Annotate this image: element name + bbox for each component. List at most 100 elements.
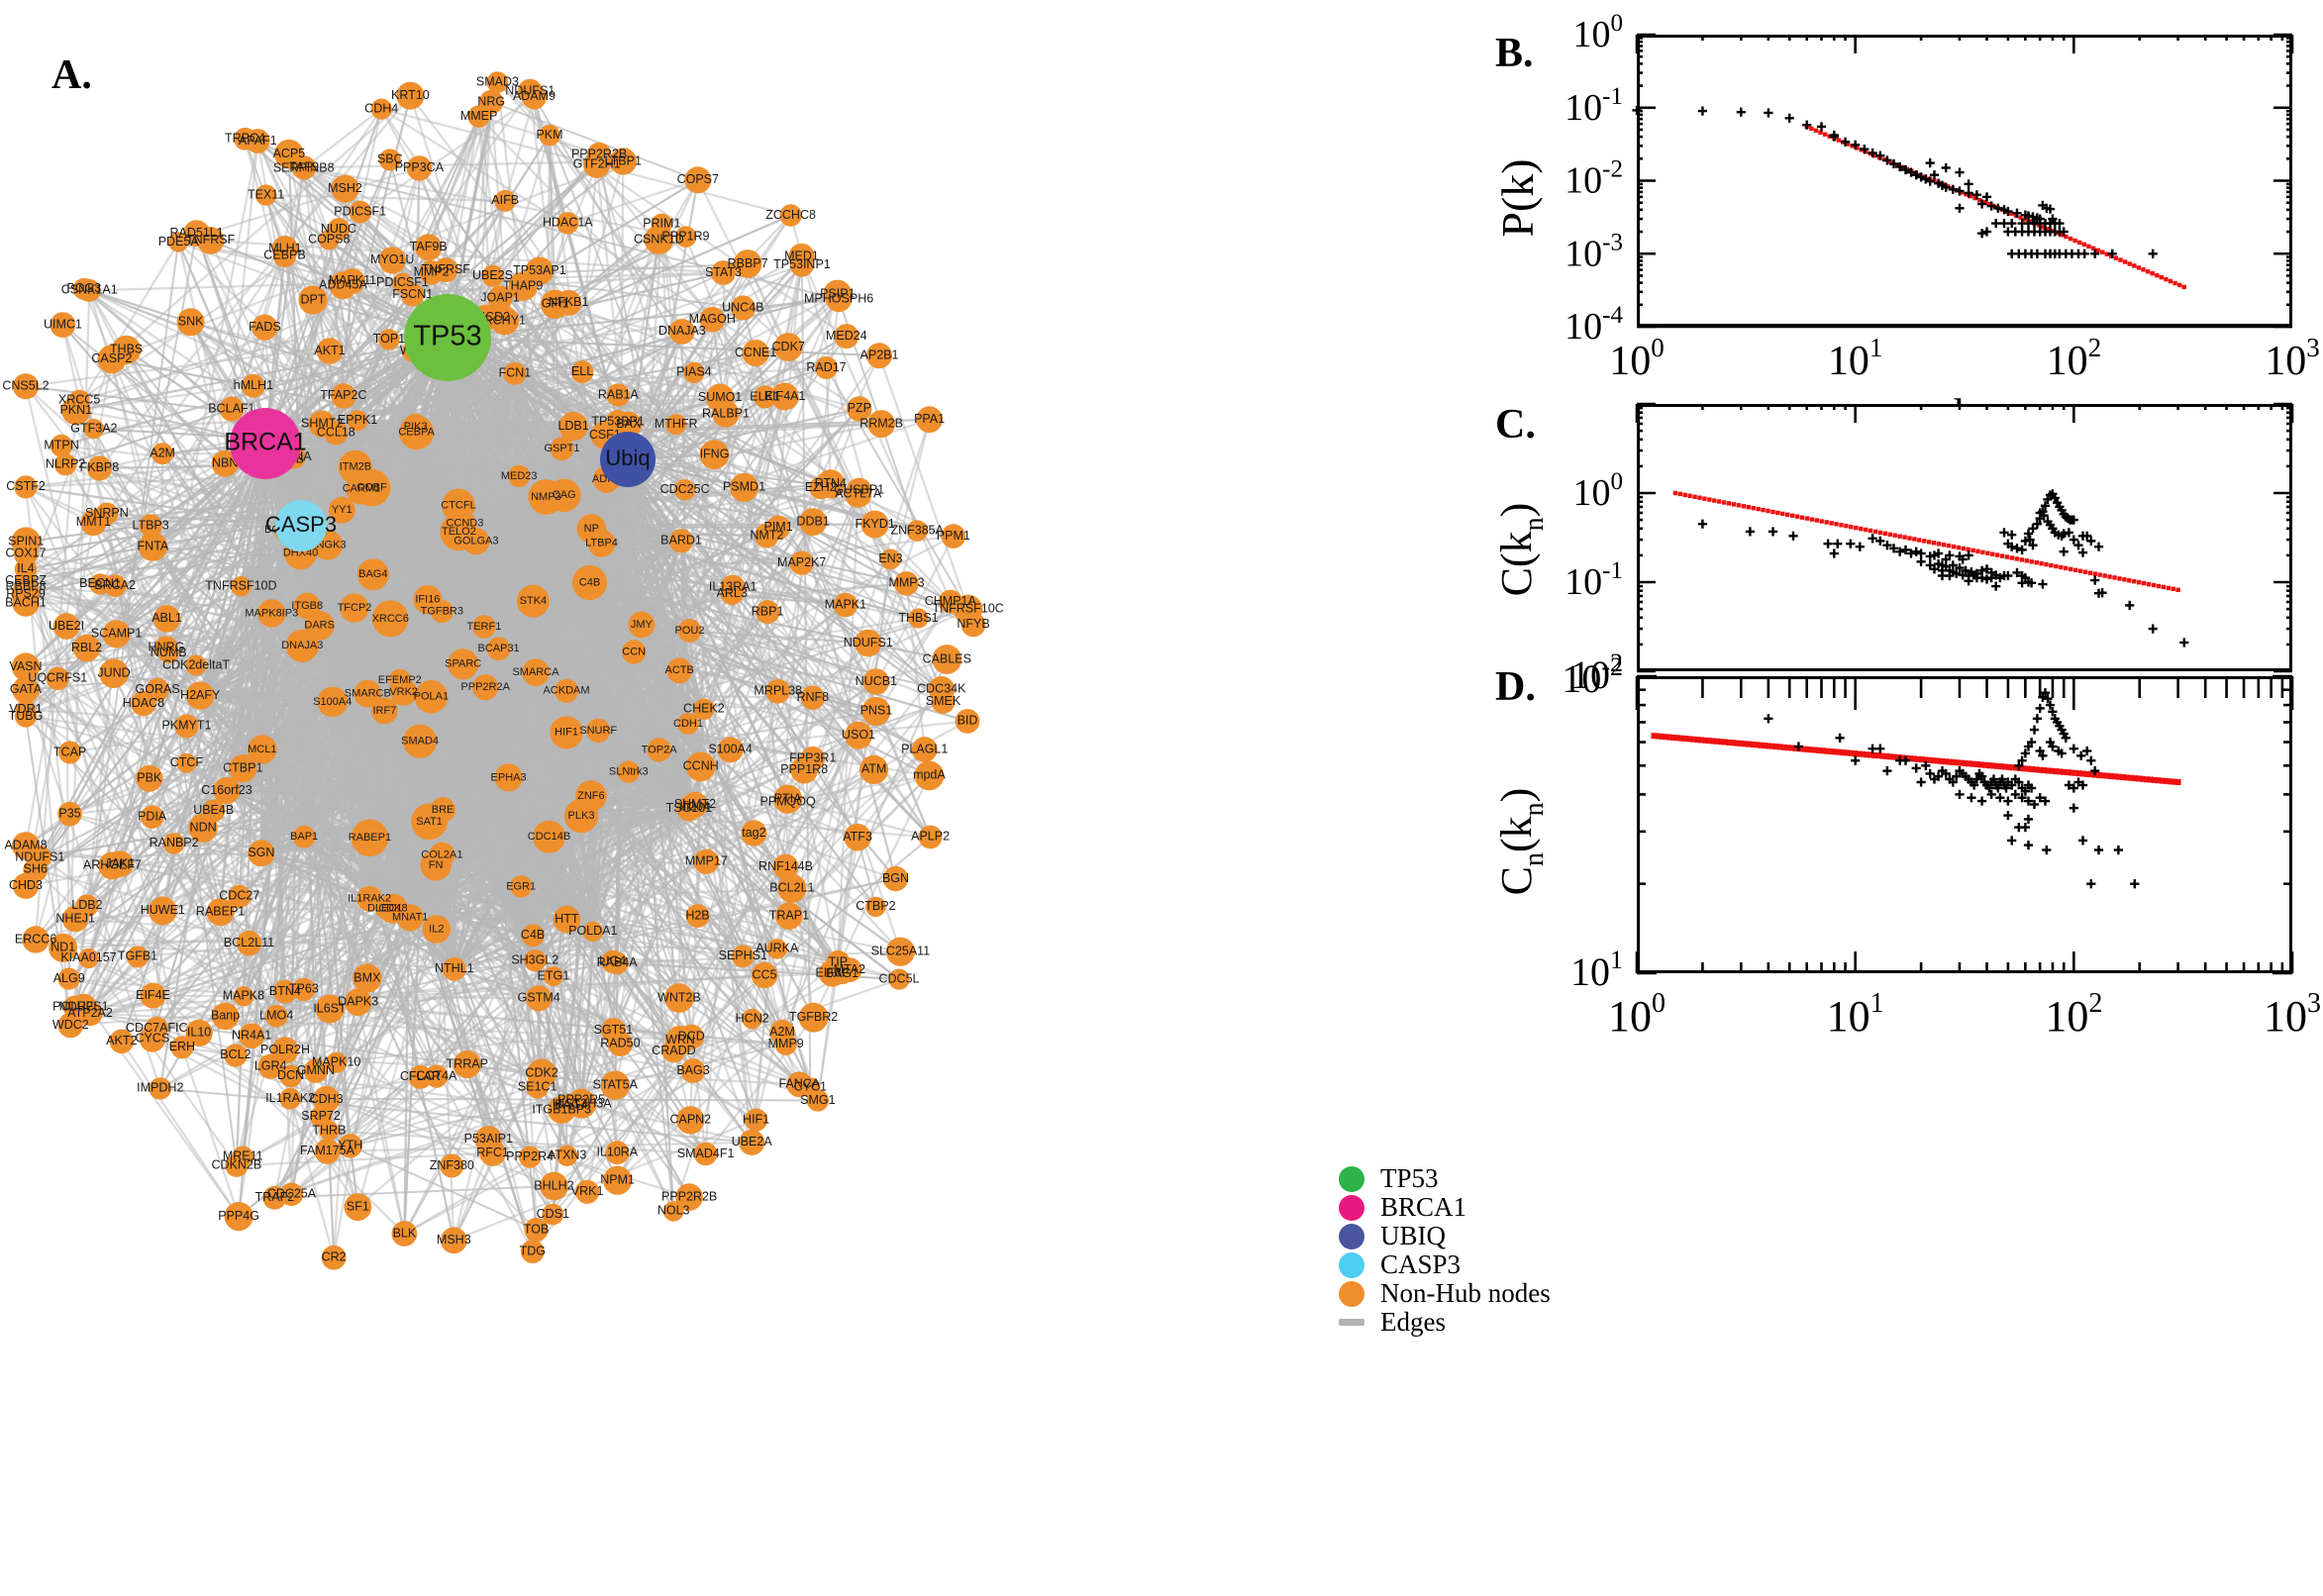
network-node[interactable] [742, 1008, 762, 1030]
network-node[interactable] [693, 1142, 718, 1166]
network-node[interactable] [516, 584, 550, 618]
network-node[interactable] [229, 754, 257, 783]
network-node[interactable] [340, 593, 369, 623]
network-node[interactable] [676, 1106, 705, 1135]
network-node[interactable] [11, 527, 41, 556]
network-node[interactable] [712, 400, 740, 428]
network-node[interactable] [206, 898, 235, 927]
network-node[interactable] [127, 946, 149, 968]
network-node[interactable] [202, 799, 226, 823]
network-node[interactable] [600, 1070, 630, 1100]
network-node[interactable] [52, 613, 80, 640]
network-node[interactable] [790, 252, 814, 277]
network-node[interactable] [798, 1002, 829, 1033]
network-node[interactable] [742, 340, 769, 367]
network-node[interactable] [474, 1126, 503, 1153]
network-node[interactable] [606, 383, 631, 407]
network-node[interactable] [847, 396, 872, 422]
network-node[interactable] [140, 982, 166, 1009]
network-node[interactable] [518, 78, 543, 104]
network-node[interactable] [378, 247, 406, 274]
network-node[interactable] [257, 1053, 283, 1079]
network-node[interactable] [196, 227, 225, 254]
network-node[interactable] [111, 335, 142, 365]
network-node[interactable] [800, 685, 825, 710]
network-node[interactable] [524, 949, 547, 972]
network-node[interactable] [540, 1171, 568, 1201]
network-node[interactable] [741, 820, 767, 847]
network-node[interactable] [751, 961, 778, 989]
network-node[interactable] [586, 142, 612, 167]
network-node[interactable] [685, 904, 710, 928]
network-node[interactable] [70, 993, 97, 1021]
network-node[interactable] [430, 600, 454, 624]
network-node[interactable] [273, 979, 297, 1004]
network-node[interactable] [391, 1221, 418, 1247]
network-node[interactable] [57, 1012, 84, 1039]
network-node[interactable] [152, 605, 181, 633]
network-node[interactable] [733, 249, 762, 278]
network-node[interactable] [769, 1019, 795, 1046]
network-node[interactable] [109, 1029, 135, 1054]
network-node[interactable] [314, 1139, 341, 1164]
network-node[interactable] [587, 529, 616, 557]
network-node[interactable] [50, 312, 76, 338]
network-node[interactable] [487, 285, 513, 311]
network-node[interactable] [329, 271, 357, 300]
network-node[interactable] [80, 509, 107, 537]
network-node[interactable] [911, 737, 938, 762]
network-node[interactable] [693, 698, 715, 721]
network-node[interactable] [232, 1146, 253, 1167]
network-node[interactable] [99, 658, 129, 688]
network-node[interactable] [677, 619, 702, 643]
hub-node-tp53[interactable] [404, 294, 491, 381]
network-node[interactable] [607, 1031, 634, 1057]
network-node[interactable] [885, 937, 916, 966]
network-node[interactable] [378, 149, 401, 171]
network-node[interactable] [543, 966, 563, 987]
network-node[interactable] [472, 674, 499, 701]
network-node[interactable] [844, 823, 871, 851]
network-node[interactable] [772, 853, 799, 880]
network-node[interactable] [77, 278, 101, 302]
network-node[interactable] [553, 905, 581, 934]
network-node[interactable] [651, 213, 672, 235]
network-node[interactable] [351, 819, 389, 857]
network-node[interactable] [211, 449, 239, 477]
network-node[interactable] [185, 1019, 213, 1047]
network-node[interactable] [494, 189, 517, 212]
network-node[interactable] [662, 1201, 684, 1222]
network-node[interactable] [845, 721, 872, 749]
network-node[interactable] [279, 1064, 302, 1088]
network-node[interactable] [860, 510, 889, 539]
network-node[interactable] [779, 204, 802, 227]
network-node[interactable] [224, 1044, 248, 1067]
network-node[interactable] [766, 939, 788, 959]
network-node[interactable] [254, 184, 277, 206]
network-node[interactable] [453, 1050, 481, 1079]
network-node[interactable] [550, 716, 583, 749]
network-node[interactable] [396, 81, 425, 110]
network-node[interactable] [292, 825, 316, 848]
network-node[interactable] [467, 105, 490, 128]
network-node[interactable] [615, 411, 642, 438]
network-node[interactable] [932, 645, 962, 674]
network-node[interactable] [440, 1227, 467, 1254]
network-node[interactable] [680, 1058, 706, 1083]
hub-node-brca1[interactable] [230, 408, 301, 479]
network-node[interactable] [628, 611, 656, 639]
network-node[interactable] [894, 571, 919, 596]
network-node[interactable] [586, 718, 611, 744]
network-node[interactable] [521, 924, 545, 948]
network-node[interactable] [730, 295, 756, 321]
network-node[interactable] [211, 1002, 240, 1031]
network-node[interactable] [89, 573, 111, 595]
network-node[interactable] [675, 1183, 703, 1211]
network-node[interactable] [524, 1217, 549, 1243]
network-node[interactable] [315, 994, 345, 1024]
network-node[interactable] [356, 558, 389, 591]
network-node[interactable] [406, 155, 433, 181]
network-node[interactable] [833, 592, 858, 618]
network-node[interactable] [789, 550, 814, 575]
network-node[interactable] [799, 508, 827, 536]
